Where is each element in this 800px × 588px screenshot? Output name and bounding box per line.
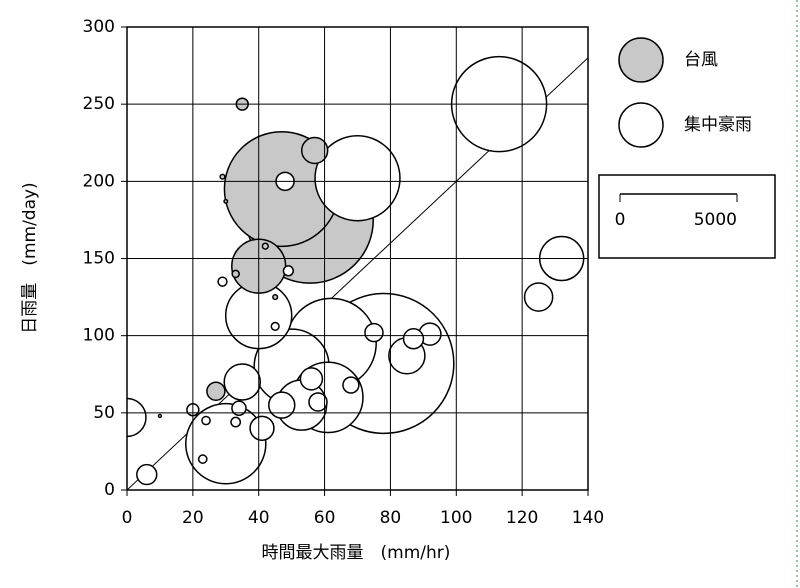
plot-frame: [126, 26, 589, 491]
legend-label: 集中豪雨: [684, 114, 752, 135]
bubble: [249, 415, 275, 441]
x-tick-label: 20: [182, 508, 204, 528]
y-tick-label: 100: [83, 326, 115, 346]
bubble: [206, 381, 226, 401]
x-tick-label: 120: [506, 508, 538, 528]
bubble: [223, 198, 229, 204]
x-tick-label: 60: [314, 508, 336, 528]
x-tick-label: 40: [248, 508, 270, 528]
size-legend-box: [598, 174, 776, 259]
legend-label: 台風: [684, 50, 718, 70]
bubble: [231, 400, 247, 416]
y-tick-label: 150: [83, 249, 115, 269]
y-tick-label: 200: [83, 171, 115, 191]
bubble: [523, 282, 554, 312]
bubble: [364, 322, 384, 343]
bubble: [185, 402, 267, 485]
bubble: [261, 242, 269, 250]
y-axis-label: 日雨量 (mm/day): [20, 182, 40, 333]
legend-marker: [618, 102, 664, 148]
size-scale-label: 0: [615, 210, 626, 230]
bubble: [299, 367, 324, 391]
bubble: [272, 293, 279, 301]
x-axis-label: 時間最大雨量 (mm/hr): [262, 543, 451, 563]
bubble: [230, 416, 242, 428]
y-tick-label: 300: [83, 17, 115, 37]
x-tick-label: 80: [380, 508, 402, 528]
y-tick-label: 250: [83, 94, 115, 114]
x-tick-label: 140: [572, 508, 604, 528]
bubble: [402, 328, 425, 350]
bubble: [223, 363, 262, 401]
bubble: [308, 392, 328, 412]
bubble: [282, 265, 295, 277]
x-tick-label: 0: [122, 508, 133, 528]
bubble: [127, 397, 147, 438]
x-tick-label: 100: [440, 508, 472, 528]
size-scale-label: 5000: [694, 210, 737, 230]
y-tick-label: 50: [93, 403, 115, 423]
bubble: [219, 173, 226, 180]
y-tick-label: 0: [104, 480, 115, 500]
bubble: [268, 391, 296, 419]
bubble: [314, 135, 401, 222]
bubble: [342, 376, 360, 394]
bubble: [231, 269, 240, 279]
bubble: [136, 463, 158, 486]
bubble: [217, 276, 228, 287]
bubble: [201, 415, 211, 426]
bubble: [270, 321, 280, 332]
legend-marker: [618, 37, 664, 83]
bubble: [300, 136, 329, 165]
plot-area: [127, 55, 588, 490]
bubble: [197, 454, 208, 464]
bubble: [157, 413, 163, 419]
